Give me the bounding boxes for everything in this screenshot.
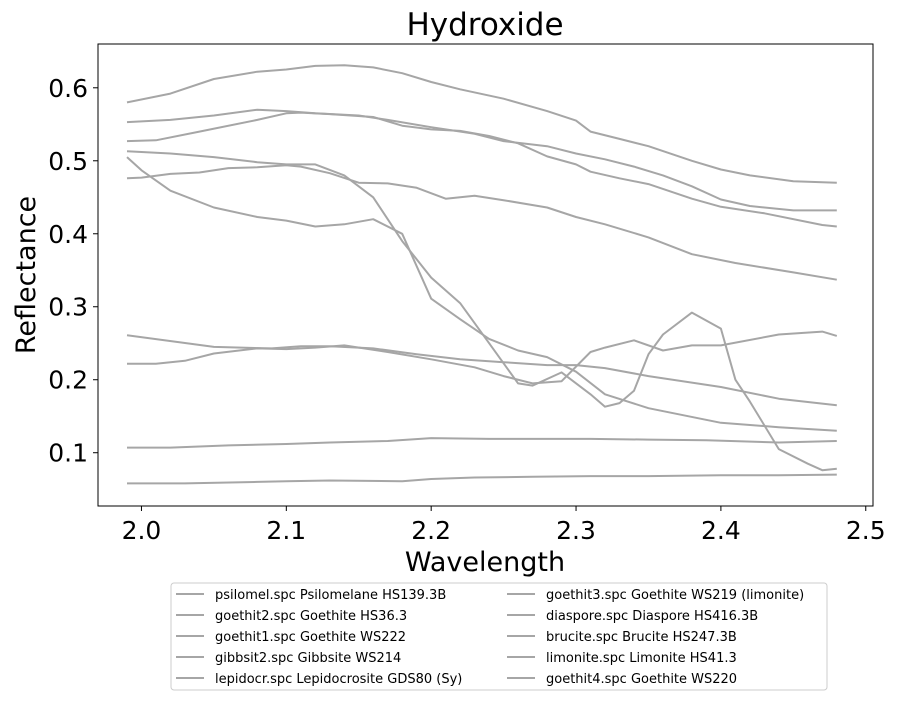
series-line-9 bbox=[126, 108, 837, 212]
legend-label-6: goethit3.spc Goethite WS219 (limonite) bbox=[546, 588, 804, 603]
x-tick-label: 2.5 bbox=[846, 516, 886, 545]
series-line-4 bbox=[127, 330, 838, 385]
series-line-2 bbox=[127, 437, 837, 449]
chart-title: Hydroxide bbox=[406, 7, 563, 43]
x-axis-ticks: 2.0 2.1 2.2 2.3 2.4 2.5 bbox=[122, 506, 886, 545]
legend-label-3: goethit1.spc Goethite WS222 bbox=[215, 630, 406, 645]
x-axis-label: Wavelength bbox=[405, 547, 565, 578]
series-line-1 bbox=[127, 473, 837, 485]
series-line-5 bbox=[126, 164, 837, 281]
series-line-6 bbox=[126, 156, 837, 432]
y-tick-label: 0.5 bbox=[48, 147, 88, 176]
legend-label-2: goethit2.spc Goethite HS36.3 bbox=[215, 609, 407, 624]
x-tick-label: 2.2 bbox=[411, 516, 451, 545]
legend-box bbox=[170, 582, 828, 691]
legend-label-10: goethit4.spc Goethite WS220 bbox=[546, 672, 737, 687]
series-line-8 bbox=[126, 150, 837, 472]
legend-label-4: gibbsit2.spc Gibbsite WS214 bbox=[215, 651, 401, 666]
legend-label-8: brucite.spc Brucite HS247.3B bbox=[546, 630, 737, 645]
series-lines bbox=[126, 64, 838, 485]
x-tick-label: 2.4 bbox=[701, 516, 741, 545]
legend-label-1: psilomel.spc Psilomelane HS139.3B bbox=[215, 588, 446, 603]
series-line-10 bbox=[126, 64, 837, 184]
y-tick-label: 0.1 bbox=[48, 439, 88, 468]
y-axis-ticks: 0.1 0.2 0.3 0.4 0.5 0.6 bbox=[48, 74, 98, 468]
series-line-3 bbox=[126, 334, 837, 407]
y-tick-label: 0.4 bbox=[48, 220, 88, 249]
x-tick-label: 2.0 bbox=[122, 516, 162, 545]
legend-label-5: lepidocr.spc Lepidocrosite GDS80 (Sy) bbox=[215, 672, 462, 687]
y-tick-label: 0.6 bbox=[48, 74, 88, 103]
x-tick-label: 2.1 bbox=[266, 516, 306, 545]
legend: psilomel.spc Psilomelane HS139.3B goethit… bbox=[170, 582, 828, 691]
series-line-7 bbox=[126, 111, 837, 228]
x-tick-label: 2.3 bbox=[556, 516, 596, 545]
y-tick-label: 0.2 bbox=[48, 366, 88, 395]
legend-label-9: limonite.spc Limonite HS41.3 bbox=[546, 651, 737, 666]
y-axis-label: Reflectance bbox=[11, 196, 42, 354]
y-tick-label: 0.3 bbox=[48, 293, 88, 322]
legend-label-7: diaspore.spc Diaspore HS416.3B bbox=[546, 609, 758, 624]
plot-area-frame bbox=[97, 43, 874, 507]
